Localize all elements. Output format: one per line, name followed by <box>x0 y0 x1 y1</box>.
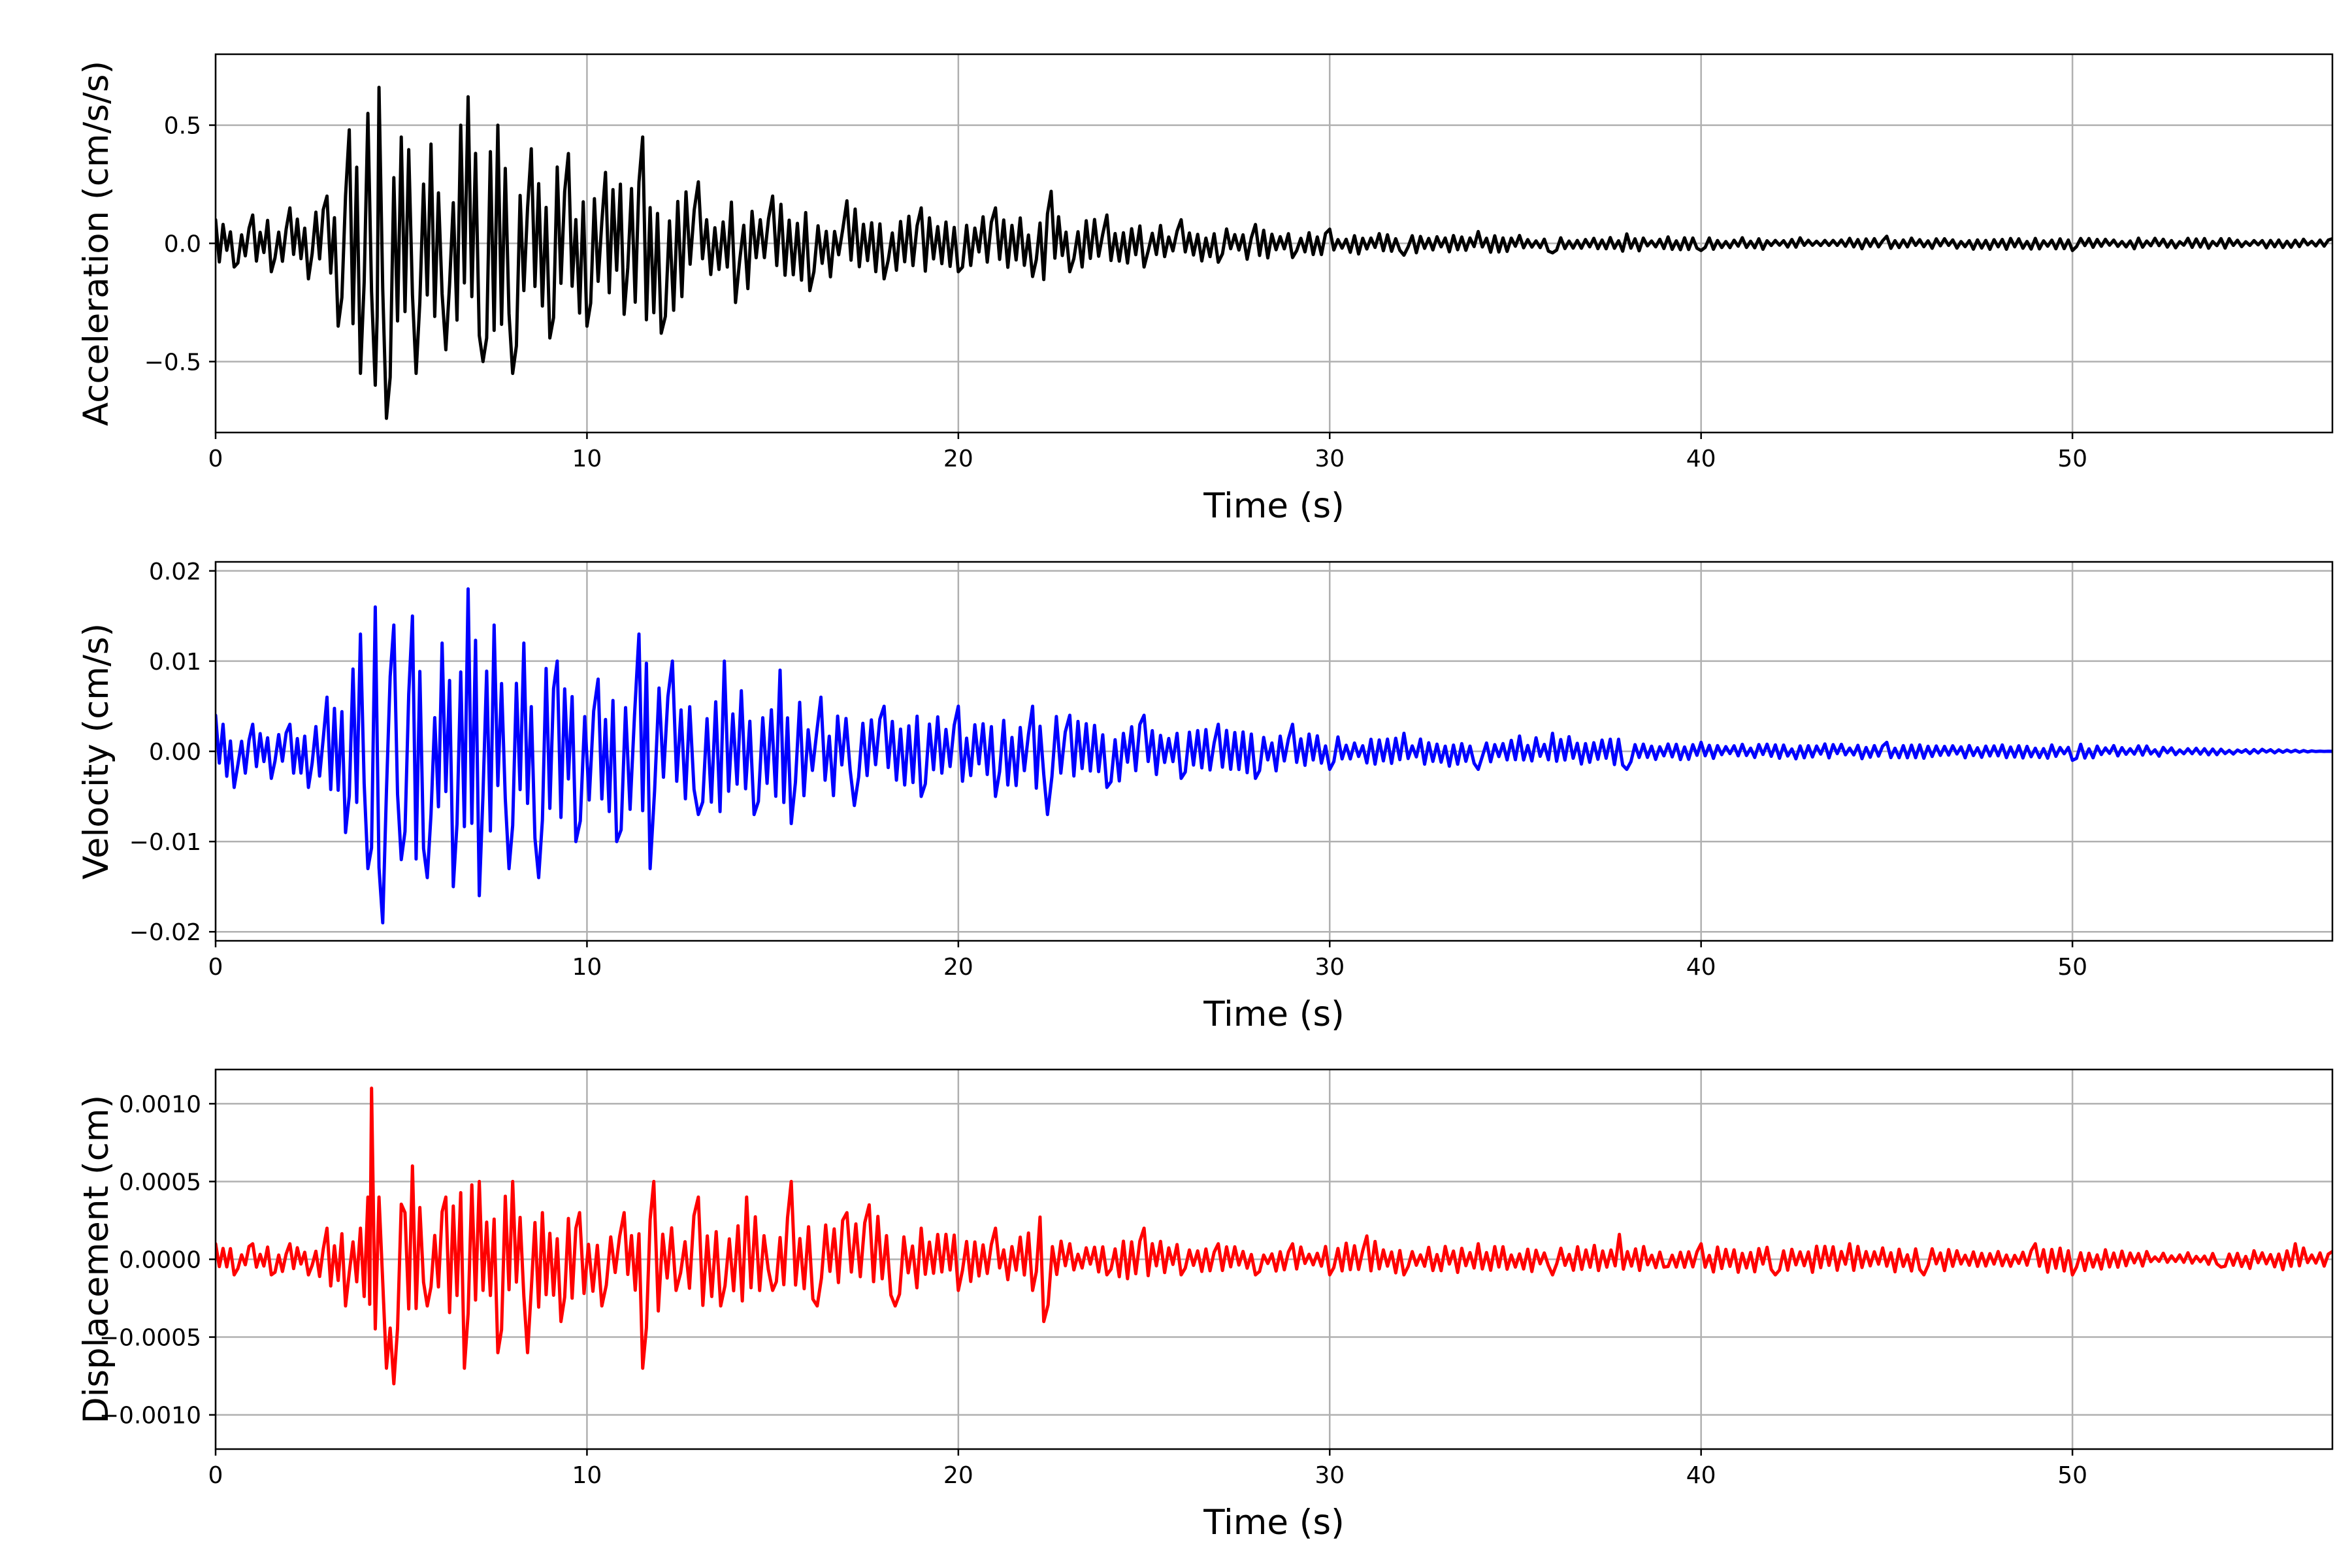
x-tick-label: 0 <box>208 1462 223 1489</box>
y-tick-label: 0.01 <box>149 649 201 676</box>
x-axis-label: Time (s) <box>1203 1503 1345 1543</box>
x-tick-label: 50 <box>2057 446 2087 472</box>
acceleration-trace <box>216 86 2332 420</box>
y-tick-label: 0.0005 <box>119 1169 201 1196</box>
y-tick-label: 0.0010 <box>119 1091 201 1118</box>
velocity-trace <box>216 587 2332 924</box>
y-tick-label: −0.02 <box>129 919 201 946</box>
x-tick-label: 30 <box>1315 1462 1345 1489</box>
x-axis-label: Time (s) <box>1203 994 1345 1034</box>
x-tick-label: 0 <box>208 954 223 981</box>
x-tick-label: 20 <box>943 954 973 981</box>
x-tick-label: 0 <box>208 446 223 472</box>
y-axis-label: Acceleration (cm/s/s) <box>76 61 116 426</box>
y-tick-label: −0.0010 <box>99 1403 201 1429</box>
x-tick-label: 50 <box>2057 954 2087 981</box>
displacement-panel: 0 10 20 30 40 50 0.0010 0.0005 0.0000 −0.0005 −0.0… <box>76 1068 2334 1543</box>
velocity-panel: 0 10 20 30 40 50 0.02 0.01 0.00 −0.01 −0.02 Time (s… <box>76 559 2334 1034</box>
x-tick-label: 10 <box>572 446 602 472</box>
x-tick-label: 30 <box>1315 954 1345 981</box>
x-tick-label: 50 <box>2057 1462 2087 1489</box>
y-tick-label: −0.01 <box>129 829 201 856</box>
x-tick-label: 40 <box>1686 1462 1716 1489</box>
y-tick-label: 0.00 <box>149 739 201 766</box>
displacement-trace <box>216 1086 2332 1386</box>
x-tick-label: 40 <box>1686 954 1716 981</box>
x-tick-label: 20 <box>943 1462 973 1489</box>
x-tick-label: 20 <box>943 446 973 472</box>
y-axis-label: Displacement (cm) <box>76 1095 116 1424</box>
x-axis-label: Time (s) <box>1203 486 1345 526</box>
y-axis-label: Velocity (cm/s) <box>76 623 116 879</box>
y-tick-label: 0.5 <box>164 113 201 140</box>
y-tick-label: −0.0005 <box>99 1325 201 1352</box>
x-tick-label: 10 <box>572 954 602 981</box>
x-tick-label: 40 <box>1686 446 1716 472</box>
y-tick-label: −0.5 <box>144 349 201 376</box>
x-tick-label: 30 <box>1315 446 1345 472</box>
y-tick-label: 0.0 <box>164 231 201 258</box>
y-tick-label: 0.0000 <box>119 1247 201 1274</box>
y-tick-label: 0.02 <box>149 559 201 585</box>
x-tick-label: 10 <box>572 1462 602 1489</box>
acceleration-panel: 0 10 20 30 40 50 0.5 0.0 −0.5 Time (s) Acceleratio… <box>76 53 2334 526</box>
